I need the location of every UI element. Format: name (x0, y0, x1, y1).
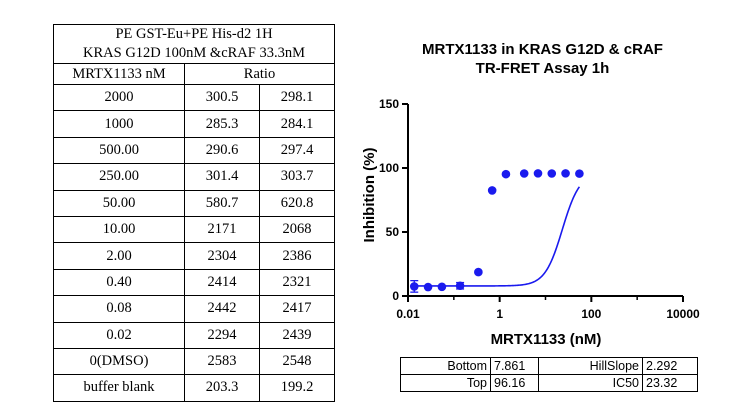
param-name: HillSlope (538, 357, 643, 375)
param-value: 23.32 (642, 374, 698, 392)
conc-column-header: MRTX1133 nM (53, 63, 185, 85)
conc-cell: 0.02 (53, 321, 185, 349)
ratio-column-header: Ratio (183, 63, 336, 85)
dose-response-chart: 0 50 100 150 0.01 1 100 10000 Inhibition (%) MR… (361, 97, 700, 348)
conc-cell: 500.00 (53, 136, 185, 165)
param-name: Top (400, 374, 491, 392)
x-tick-label: 1 (496, 307, 503, 321)
ratio1-cell: 2171 (184, 215, 260, 244)
ratio2-cell: 199.2 (258, 374, 336, 402)
ratio1-cell: 2442 (184, 295, 260, 323)
ratio-data-table: PE GST-Eu+PE His-d2 1H KRAS G12D 100nM &… (52, 24, 336, 402)
y-tick-label: 50 (386, 225, 400, 239)
ratio1-cell: 2304 (184, 242, 260, 270)
data-point (423, 282, 433, 292)
ratio1-cell: 300.5 (184, 83, 260, 112)
table-row: 0.02 2294 2439 (53, 321, 336, 349)
ratio2-cell: 2068 (258, 215, 336, 244)
param-row: Top 96.16 IC50 23.32 (400, 374, 698, 392)
table-row: 10.00 2171 2068 (53, 215, 336, 244)
table-row: 250.00 301.4 303.7 (53, 163, 336, 191)
fit-curve (414, 186, 581, 287)
conc-cell: 250.00 (53, 163, 185, 191)
data-point (547, 169, 557, 178)
data-point (455, 281, 465, 291)
table-row: 2.00 2304 2386 (53, 242, 336, 270)
ratio2-cell: 298.1 (258, 83, 336, 112)
ratio1-cell: 580.7 (184, 189, 260, 217)
table-row: buffer blank 203.3 199.2 (53, 374, 336, 402)
x-axis-title: MRTX1133 (nM) (491, 331, 602, 348)
ratio1-cell: 2414 (184, 268, 260, 297)
table-row: 1000 285.3 284.1 (53, 110, 336, 138)
y-tick-label: 150 (379, 97, 399, 111)
ratio1-cell: 290.6 (184, 136, 260, 165)
y-tick-label: 100 (379, 161, 399, 175)
param-row: Bottom 7.861 HillSlope 2.292 (400, 357, 698, 375)
chart-title-line1: MRTX1133 in KRAS G12D & cRAF (422, 41, 663, 58)
data-point (575, 169, 584, 178)
ratio2-cell: 284.1 (258, 110, 336, 138)
conc-cell: 0(DMSO) (53, 347, 185, 376)
table-row: 0.08 2442 2417 (53, 295, 336, 323)
ratio2-cell: 2439 (258, 321, 336, 349)
table-row: 0.40 2414 2321 (53, 268, 336, 297)
conc-cell: 2.00 (53, 242, 185, 270)
conc-cell: 1000 (53, 110, 185, 138)
fit-parameter-table: Bottom 7.861 HillSlope 2.292 Top 96.16 IC50 23.… (400, 357, 698, 392)
data-point (437, 282, 447, 292)
ratio2-cell: 2417 (258, 295, 336, 323)
data-point (501, 169, 511, 179)
data-point (519, 169, 529, 178)
data-point (561, 169, 570, 178)
ratio2-cell: 620.8 (258, 189, 336, 217)
ratio1-cell: 285.3 (184, 110, 260, 138)
data-point (487, 186, 497, 195)
ratio1-cell: 2583 (184, 347, 260, 376)
data-point (533, 169, 543, 178)
ratio2-cell: 2386 (258, 242, 336, 270)
param-value: 7.861 (490, 357, 539, 375)
x-tick-label: 100 (581, 307, 601, 321)
data-point (474, 267, 483, 277)
table-title-line2: KRAS G12D 100nM &cRAF 33.3nM (52, 44, 336, 64)
conc-cell: buffer blank (53, 374, 185, 402)
conc-cell: 50.00 (53, 189, 185, 217)
param-value: 2.292 (642, 357, 698, 375)
y-tick-label: 0 (392, 289, 399, 303)
param-value: 96.16 (490, 374, 539, 392)
table-title-line1: PE GST-Eu+PE His-d2 1H (52, 24, 336, 44)
ratio2-cell: 297.4 (258, 136, 336, 165)
table-row: 500.00 290.6 297.4 (53, 136, 336, 165)
conc-cell: 0.08 (53, 295, 185, 323)
conc-cell: 2000 (53, 83, 185, 112)
conc-cell: 10.00 (53, 215, 185, 244)
table-row: 50.00 580.7 620.8 (53, 189, 336, 217)
param-name: Bottom (400, 357, 491, 375)
conc-cell: 0.40 (53, 268, 185, 297)
x-tick-label: 0.01 (396, 307, 420, 321)
y-axis-title: Inhibition (%) (361, 148, 378, 243)
table-row: 2000 300.5 298.1 (53, 83, 336, 112)
ratio2-cell: 2321 (258, 268, 336, 297)
ratio2-cell: 2548 (258, 347, 336, 376)
chart-title-line2: TR-FRET Assay 1h (475, 60, 610, 77)
ratio2-cell: 303.7 (258, 163, 336, 191)
data-point (409, 282, 419, 291)
x-tick-label: 10000 (666, 307, 700, 321)
chart-title: MRTX1133 in KRAS G12D & cRAF TR-FRET Ass… (355, 40, 730, 78)
ratio1-cell: 203.3 (184, 374, 260, 402)
param-name: IC50 (538, 374, 643, 392)
ratio1-cell: 301.4 (184, 163, 260, 191)
table-row: 0(DMSO) 2583 2548 (53, 347, 336, 376)
ratio1-cell: 2294 (184, 321, 260, 349)
